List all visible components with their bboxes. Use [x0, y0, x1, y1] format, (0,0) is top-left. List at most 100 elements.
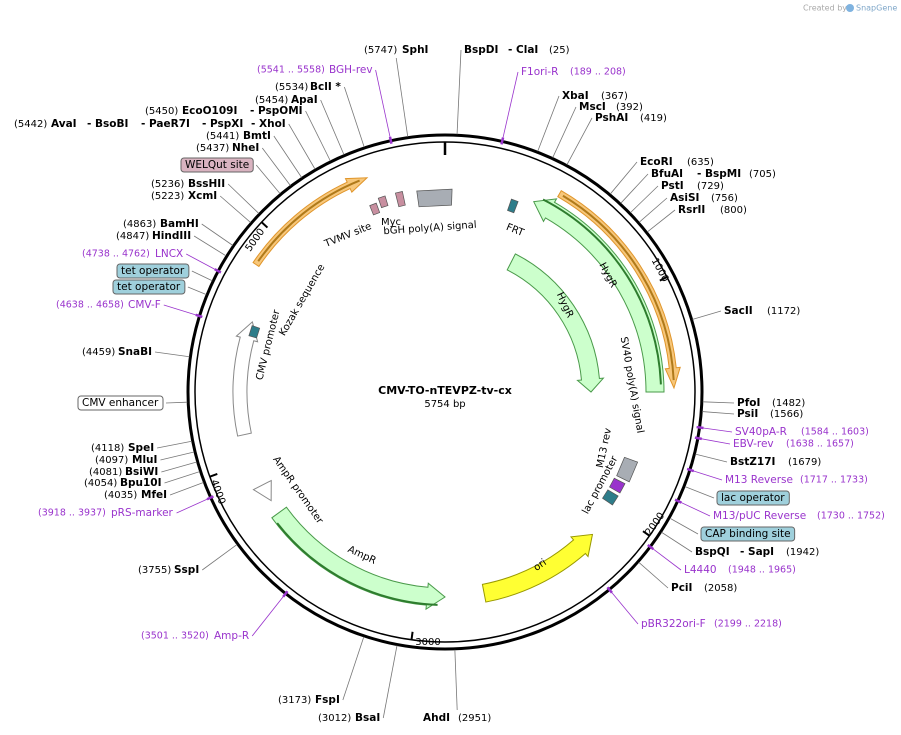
site-label: (5450) EcoO109I - PspOMI — [145, 105, 303, 117]
leader-line — [320, 99, 345, 155]
primer-mark — [388, 136, 393, 144]
leader-line — [638, 562, 669, 589]
site-position: (4459) — [82, 347, 115, 358]
leader-line — [176, 497, 210, 514]
ampr-promoter-arrow — [252, 479, 272, 502]
ruler-tick — [260, 221, 269, 229]
primer-range: (1717 .. 1733) — [800, 475, 868, 486]
ruler-tick — [642, 530, 651, 537]
feature-box-label: CAP binding site — [705, 528, 791, 540]
site-name: Bpu10I — [120, 477, 162, 489]
site-label: PshAI (419) — [595, 112, 667, 124]
leader-line — [678, 500, 711, 517]
feature-label: FRT — [504, 222, 526, 239]
site-label: (5236) BssHII — [151, 178, 225, 190]
site-label: (3755) SspI — [138, 564, 199, 576]
site-label: AsiSI (756) — [670, 192, 738, 204]
feature-box-label: CMV enhancer — [82, 397, 159, 409]
leader-line — [620, 173, 649, 204]
leader-line — [375, 69, 392, 140]
primer-mark — [214, 268, 222, 274]
site-label: (4118) SpeI — [91, 442, 154, 454]
site-label: (4847) HindIII — [116, 230, 191, 242]
site-name: EcoO109I — [182, 105, 237, 117]
hygr-inner-arrow — [506, 253, 605, 393]
leader-line — [702, 411, 735, 415]
site-position: (5454) — [255, 95, 288, 106]
primer-name: F1ori-R — [521, 66, 558, 78]
site-name: - XhoI — [251, 118, 286, 130]
site-position: (5441) — [206, 131, 239, 142]
site-label: SacII (1172) — [724, 305, 800, 317]
watermark-prefix: Created by — [803, 4, 847, 13]
site-label: (5534) BclI * — [275, 81, 341, 93]
site-label: (4097) MluI — [95, 454, 157, 466]
site-name: BmtI — [243, 130, 271, 142]
primer-name: BGH-rev — [329, 64, 373, 76]
site-name: PshAI — [595, 112, 628, 124]
site-position: (635) — [687, 157, 714, 168]
primer-name: Amp-R — [214, 630, 249, 642]
watermark-logo — [846, 4, 854, 12]
primer-mark — [696, 425, 704, 430]
site-position: (5223) — [151, 191, 184, 202]
primer-name: L4440 — [684, 564, 717, 576]
site-label: (3173) FspI — [278, 694, 340, 706]
primer-label: M13 Reverse (1717 .. 1733) — [725, 474, 868, 486]
site-name: MluI — [132, 454, 157, 466]
leader-line — [187, 286, 207, 295]
ruler-tick — [659, 276, 668, 282]
site-label: (5454) ApaI — [255, 94, 318, 106]
leader-line — [165, 401, 188, 404]
site-name: PciI — [671, 582, 692, 594]
site-name: SacII — [724, 305, 753, 317]
site-name: BssHII — [188, 178, 225, 190]
boxed-feature: tet operator — [116, 263, 190, 279]
site-name: SnaBI — [118, 346, 152, 358]
primer-label: (3918 .. 3937) pRS-marker — [38, 507, 174, 519]
f1-ori-rev-line — [257, 179, 360, 262]
primer-range: (3501 .. 3520) — [141, 631, 209, 642]
site-position: (5534) — [275, 82, 308, 93]
leader-line — [501, 71, 519, 141]
site-label: (5442) AvaI - BsoBI - PaeR7I - PspXI - XhoI — [14, 118, 286, 130]
site-name: FspI — [315, 694, 340, 706]
bgh-polya — [416, 188, 453, 208]
site-name: PstI — [661, 180, 684, 192]
site-name: BsaI — [355, 712, 380, 724]
site-name: BspDI — [464, 44, 498, 56]
site-label: PstI (729) — [661, 180, 724, 192]
ampr-primer-line — [276, 522, 438, 606]
boxed-feature: tet operator — [112, 279, 186, 295]
ruler-tick — [209, 473, 218, 478]
site-position: (3755) — [138, 565, 171, 576]
leader-line — [630, 185, 659, 213]
site-label: PciI (2058) — [671, 582, 737, 594]
primer-range: (4638 .. 4658) — [56, 300, 124, 311]
leader-line — [344, 86, 365, 148]
primer-mark — [282, 590, 289, 598]
leader-line — [163, 304, 199, 317]
site-label: (5747) SphI — [364, 44, 428, 56]
primer-mark — [694, 436, 702, 441]
site-position: (5437) — [196, 143, 229, 154]
leader-line — [661, 531, 693, 553]
primer-mark — [195, 313, 203, 319]
site-position: (1679) — [788, 457, 821, 468]
primer-range: (1948 .. 1965) — [728, 565, 796, 576]
site-label: (4081) BsiWI — [89, 466, 158, 478]
primer-label: (3501 .. 3520) Amp-R — [141, 630, 249, 642]
feature-box-label: tet operator — [117, 281, 181, 293]
feature-box — [116, 263, 190, 279]
primer-label: F1ori-R (189 .. 208) — [521, 66, 626, 78]
leader-line — [288, 123, 316, 170]
leader-line — [169, 482, 204, 496]
primer-mark — [674, 498, 682, 504]
feature-label: Kozak sequence — [277, 263, 327, 338]
leader-line — [161, 461, 197, 473]
site-name: BfuAI — [651, 168, 683, 180]
cmv-promoter-arrow — [232, 320, 259, 437]
ruler-label: 3000 — [415, 637, 440, 648]
site-position: (4118) — [91, 443, 124, 454]
